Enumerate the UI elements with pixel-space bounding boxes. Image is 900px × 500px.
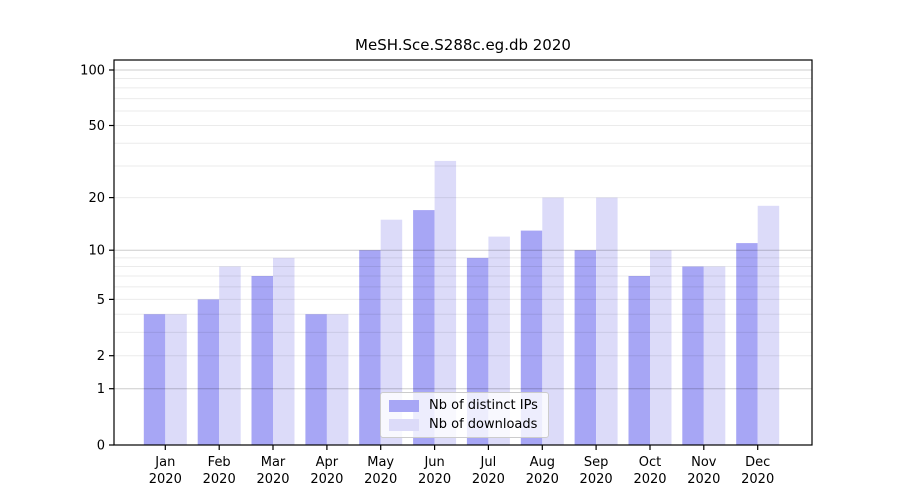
y-tick-label: 2 bbox=[97, 349, 105, 364]
x-tick-label-year: 2020 bbox=[741, 472, 774, 487]
x-tick-label-year: 2020 bbox=[633, 472, 666, 487]
x-tick-label-month: Oct bbox=[639, 455, 661, 470]
x-tick-label-year: 2020 bbox=[256, 472, 289, 487]
bar-downloads-feb bbox=[219, 266, 241, 445]
x-tick-label-year: 2020 bbox=[687, 472, 720, 487]
y-tick-label: 5 bbox=[97, 293, 105, 308]
x-tick-label-year: 2020 bbox=[418, 472, 451, 487]
bar-ips-may bbox=[359, 250, 381, 445]
x-tick-label-year: 2020 bbox=[364, 472, 397, 487]
bar-downloads-mar bbox=[273, 257, 295, 445]
x-tick-label-month: Mar bbox=[261, 455, 286, 470]
y-tick-label: 100 bbox=[80, 64, 105, 79]
bar-downloads-dec bbox=[757, 205, 780, 445]
bar-ips-mar bbox=[251, 276, 273, 445]
x-tick-label-year: 2020 bbox=[149, 472, 182, 487]
y-tick-label: 50 bbox=[88, 119, 105, 134]
bar-ips-nov bbox=[682, 266, 704, 445]
chart-title: MeSH.Sce.S288c.eg.db 2020 bbox=[355, 36, 571, 54]
bar-ips-dec bbox=[736, 243, 758, 445]
bar-ips-aug bbox=[520, 230, 543, 445]
bar-downloads-nov bbox=[703, 266, 726, 445]
legend-label-downloads: Nb of downloads bbox=[429, 417, 538, 432]
x-tick-label-month: Jan bbox=[154, 455, 175, 470]
y-tick-label: 1 bbox=[97, 382, 105, 397]
x-tick-label-year: 2020 bbox=[526, 472, 559, 487]
y-tick-label: 20 bbox=[88, 191, 105, 206]
x-tick-label-month: Jun bbox=[423, 455, 444, 470]
bar-downloads-jun bbox=[434, 160, 457, 445]
bar-ips-oct bbox=[628, 276, 650, 445]
bar-downloads-apr bbox=[326, 314, 349, 445]
y-tick-label: 0 bbox=[97, 439, 105, 454]
x-tick-label-month: Jul bbox=[480, 455, 497, 470]
bar-ips-apr bbox=[305, 314, 327, 445]
x-tick-label-month: Aug bbox=[530, 455, 555, 470]
x-tick-label-month: Dec bbox=[745, 455, 770, 470]
x-tick-label-month: Feb bbox=[208, 455, 231, 470]
plot-border bbox=[113, 59, 813, 446]
legend-item-distinct-ips: Nb of distinct IPs bbox=[389, 398, 538, 413]
x-tick-label-year: 2020 bbox=[580, 472, 613, 487]
x-tick-label-month: Apr bbox=[316, 455, 339, 470]
bar-ips-sep bbox=[574, 250, 597, 445]
legend-item-downloads: Nb of downloads bbox=[389, 417, 538, 432]
bar-ips-feb bbox=[197, 299, 220, 445]
x-tick-label-month: Sep bbox=[584, 455, 609, 470]
bar-downloads-aug bbox=[542, 197, 564, 445]
x-tick-label-year: 2020 bbox=[472, 472, 505, 487]
bar-downloads-oct bbox=[650, 250, 672, 445]
bar-downloads-sep bbox=[596, 197, 618, 445]
y-tick-label: 10 bbox=[88, 244, 105, 259]
bar-downloads-may bbox=[380, 219, 403, 445]
legend-label-distinct-ips: Nb of distinct IPs bbox=[429, 398, 538, 413]
bar-ips-jun bbox=[413, 210, 435, 445]
x-tick-label-month: Nov bbox=[691, 455, 717, 470]
bar-downloads-jan bbox=[165, 314, 187, 445]
x-tick-label-year: 2020 bbox=[203, 472, 236, 487]
legend-swatch-distinct-ips bbox=[389, 399, 419, 412]
bar-ips-jan bbox=[143, 314, 166, 445]
x-tick-label-month: May bbox=[367, 455, 394, 470]
x-tick-label-year: 2020 bbox=[310, 472, 343, 487]
legend-swatch-downloads bbox=[389, 418, 419, 431]
legend: Nb of distinct IPs Nb of downloads bbox=[380, 392, 549, 438]
